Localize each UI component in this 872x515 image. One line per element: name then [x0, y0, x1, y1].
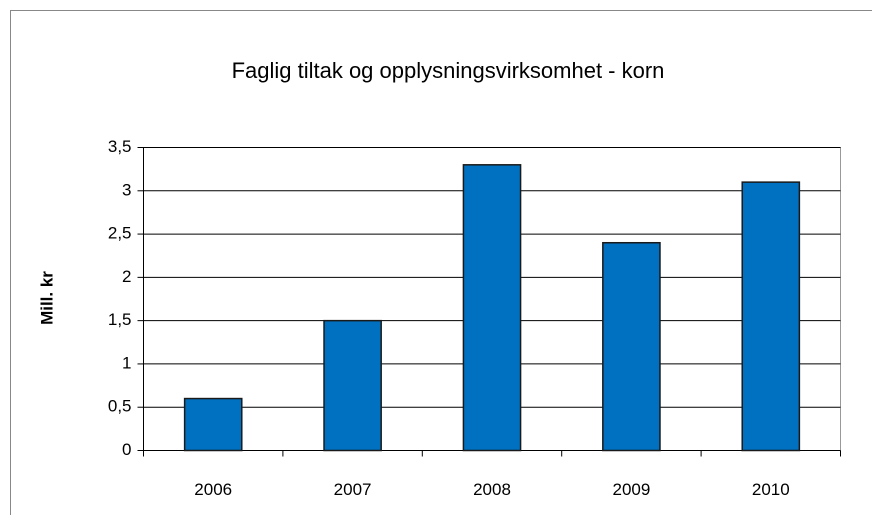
- x-tick-label: 2009: [612, 480, 650, 499]
- x-tick-label: 2010: [752, 480, 790, 499]
- chart-border: [10, 10, 872, 515]
- bar: [741, 181, 801, 452]
- y-tick-label: 2: [122, 267, 131, 286]
- y-tick-label: 3: [122, 180, 131, 199]
- chart-title: Faglig tiltak og opplysningsvirksomhet -…: [232, 58, 665, 83]
- y-tick-label: 1,5: [108, 310, 132, 329]
- x-tick-label: 2006: [194, 480, 232, 499]
- y-tick-label: 1: [122, 353, 131, 372]
- y-tick-label: 3,5: [108, 137, 132, 156]
- y-tick-label: 0: [122, 440, 131, 459]
- bar: [462, 164, 522, 452]
- bar: [183, 397, 243, 452]
- y-tick-label: 2,5: [108, 224, 132, 243]
- x-tick-label: 2008: [473, 480, 511, 499]
- bar: [323, 319, 382, 452]
- y-tick-label: 0,5: [108, 397, 132, 416]
- y-axis-label: Mill. kr: [37, 271, 56, 325]
- x-tick-label: 2007: [334, 480, 372, 499]
- bar: [602, 241, 661, 452]
